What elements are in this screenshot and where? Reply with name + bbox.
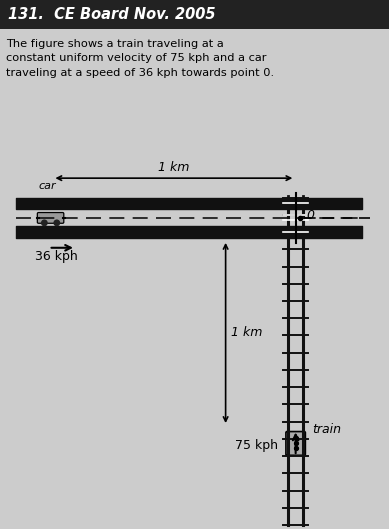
Text: 1 km: 1 km	[158, 161, 189, 174]
Text: 75 kph: 75 kph	[235, 439, 279, 452]
Text: car: car	[39, 180, 56, 190]
Text: 131.  CE Board Nov. 2005: 131. CE Board Nov. 2005	[8, 7, 215, 22]
Circle shape	[42, 220, 47, 225]
FancyBboxPatch shape	[0, 0, 389, 29]
Circle shape	[54, 220, 60, 225]
Text: train: train	[312, 423, 341, 436]
Text: 0: 0	[307, 209, 315, 222]
FancyBboxPatch shape	[37, 213, 64, 223]
FancyBboxPatch shape	[286, 432, 305, 455]
Text: 36 kph: 36 kph	[35, 250, 77, 263]
Text: The figure shows a train traveling at a
constant uniform velocity of 75 kph and : The figure shows a train traveling at a …	[6, 39, 274, 78]
Text: 1 km: 1 km	[231, 326, 263, 340]
